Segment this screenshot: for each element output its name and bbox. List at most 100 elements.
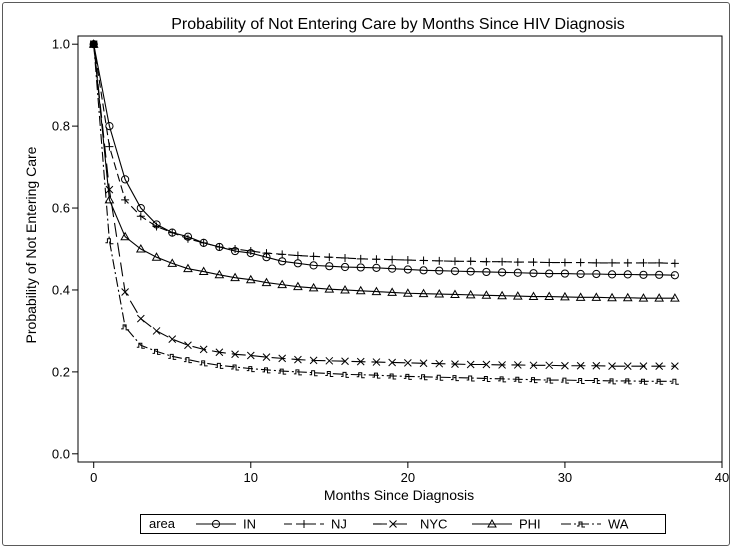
data-point — [622, 292, 633, 302]
data-point — [435, 359, 444, 368]
data-point — [545, 361, 554, 370]
y-tick-label: 0.4 — [52, 282, 70, 297]
legend-glyphs: IN NJ NYC PHI WA — [196, 517, 629, 532]
data-point — [591, 292, 602, 301]
data-point — [451, 360, 459, 368]
data-point — [136, 203, 145, 213]
data-point — [136, 212, 145, 221]
data-point — [261, 277, 272, 287]
data-point — [278, 250, 287, 259]
data-point — [402, 288, 413, 297]
data-point — [151, 252, 162, 261]
legend-label-phi: PHI — [519, 517, 541, 532]
data-point — [512, 291, 523, 300]
data-point — [372, 372, 381, 379]
data-point — [246, 366, 255, 373]
data-point — [655, 258, 664, 267]
data-point — [435, 374, 444, 381]
data-point — [639, 258, 648, 267]
data-point — [325, 253, 334, 262]
y-tick-label: 0.8 — [52, 119, 70, 134]
series-markers — [88, 39, 680, 385]
data-point — [168, 353, 177, 360]
data-point — [372, 263, 381, 272]
data-point — [623, 258, 632, 267]
data-point — [355, 285, 366, 295]
data-point — [325, 356, 334, 365]
data-point — [466, 267, 475, 276]
data-point — [340, 284, 350, 294]
data-point — [388, 358, 396, 367]
data-point — [168, 228, 177, 237]
data-point — [545, 269, 554, 278]
data-point — [655, 270, 664, 279]
data-point — [435, 256, 444, 265]
x-tick-label: 30 — [558, 470, 572, 485]
legend-marker-phi — [487, 518, 497, 528]
data-point — [592, 269, 601, 279]
data-point — [214, 269, 225, 279]
data-point — [498, 257, 507, 266]
data-point — [450, 289, 460, 298]
data-point — [136, 342, 145, 349]
data-point — [419, 266, 428, 275]
data-point — [325, 262, 334, 271]
data-point — [671, 362, 679, 371]
data-point — [104, 194, 115, 204]
data-point — [498, 361, 506, 369]
data-point — [215, 362, 224, 369]
data-point — [121, 288, 129, 296]
data-point — [231, 245, 240, 253]
legend: area — [140, 514, 666, 534]
data-point — [372, 358, 381, 366]
data-point — [152, 327, 161, 335]
data-point — [450, 375, 459, 382]
data-point — [341, 254, 350, 263]
data-point — [497, 290, 507, 300]
data-point — [246, 351, 255, 360]
data-point — [576, 377, 585, 384]
data-point — [544, 291, 555, 301]
data-point — [560, 258, 569, 267]
data-point — [121, 324, 130, 331]
plot-area — [77, 35, 723, 463]
x-tick-label: 40 — [715, 470, 729, 485]
x-tick-label: 10 — [244, 470, 258, 485]
data-point — [120, 231, 130, 241]
data-point — [215, 348, 224, 357]
data-point — [371, 286, 382, 296]
data-point — [466, 360, 475, 369]
data-point — [435, 266, 444, 275]
data-point — [670, 271, 679, 280]
data-point — [482, 360, 491, 369]
y-tick-label: 0.0 — [52, 446, 70, 461]
legend-label-nyc: NYC — [420, 517, 447, 532]
data-point — [529, 269, 538, 278]
data-point — [623, 270, 632, 279]
data-point — [403, 373, 412, 380]
legend-label-wa: WA — [608, 517, 629, 532]
data-point — [529, 258, 538, 267]
legend-marker-nyc — [389, 520, 397, 528]
start-point — [90, 40, 98, 48]
data-point — [183, 263, 193, 273]
series-line-nj — [93, 44, 675, 264]
data-point — [498, 376, 507, 383]
legend-label-nj: NJ — [331, 517, 347, 532]
data-point — [576, 361, 585, 370]
data-point — [199, 360, 208, 367]
data-point — [450, 257, 459, 266]
data-point — [434, 289, 445, 298]
chart-title: Probability of Not Entering Care by Mont… — [171, 16, 625, 33]
data-point — [198, 266, 209, 276]
data-point — [560, 377, 569, 384]
data-point — [183, 357, 192, 364]
data-point — [528, 291, 539, 301]
data-point — [231, 350, 239, 359]
data-point — [262, 249, 271, 258]
data-point — [513, 268, 522, 277]
data-point — [466, 257, 475, 266]
data-point — [293, 259, 303, 268]
data-point — [513, 376, 522, 383]
data-point — [607, 292, 617, 302]
